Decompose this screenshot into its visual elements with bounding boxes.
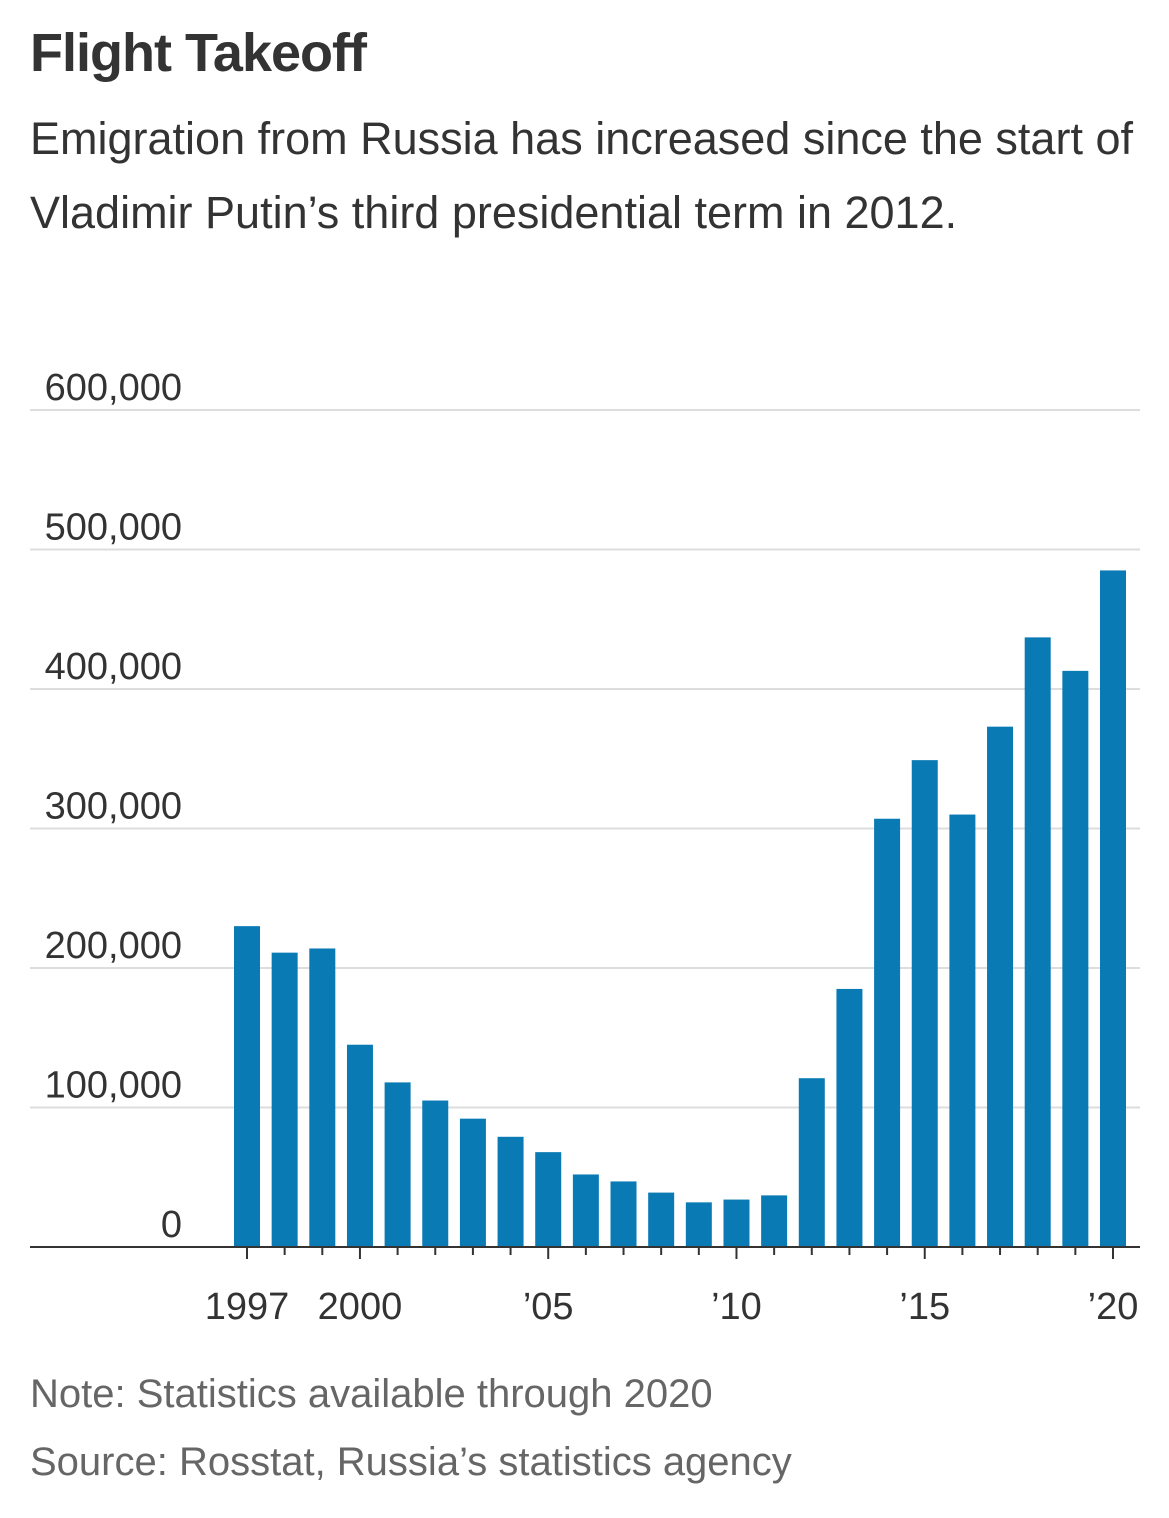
- bar: [384, 1082, 411, 1247]
- bar: [987, 726, 1014, 1247]
- bar: [346, 1044, 373, 1247]
- bar: [535, 1152, 562, 1247]
- y-tick-label: 400,000: [45, 646, 182, 688]
- bar: [497, 1136, 524, 1247]
- x-tick-label: 2000: [318, 1286, 403, 1328]
- bar: [761, 1195, 788, 1247]
- bar: [572, 1174, 599, 1247]
- y-tick-label: 0: [161, 1204, 182, 1246]
- bar: [271, 952, 298, 1247]
- bar: [949, 814, 976, 1247]
- x-tick-label: ’20: [1088, 1286, 1139, 1328]
- bar: [459, 1118, 486, 1247]
- bar: [911, 760, 938, 1247]
- bar: [610, 1181, 637, 1247]
- chart-title: Flight Takeoff: [30, 23, 367, 83]
- y-tick-label: 100,000: [45, 1065, 182, 1107]
- y-tick-label: 300,000: [45, 786, 182, 828]
- bar: [1024, 637, 1051, 1247]
- bar: [836, 988, 863, 1247]
- bar: [1100, 570, 1126, 1247]
- x-tick-label: 1997: [205, 1286, 290, 1328]
- bar: [798, 1078, 825, 1247]
- bar: [648, 1192, 675, 1247]
- bar: [1062, 670, 1089, 1247]
- bar: [874, 818, 901, 1247]
- y-tick-label: 600,000: [45, 367, 182, 409]
- x-tick-label: ’05: [523, 1286, 574, 1328]
- bar: [309, 948, 336, 1247]
- bar: [234, 926, 260, 1247]
- chart-subtitle: Emigration from Russia has increased sin…: [30, 113, 1133, 238]
- bar: [723, 1199, 750, 1247]
- x-tick-label: ’15: [899, 1286, 950, 1328]
- y-tick-label: 200,000: [45, 925, 182, 967]
- source: Source: Rosstat, Russia’s statistics age…: [30, 1440, 792, 1484]
- y-tick-label: 500,000: [45, 507, 182, 549]
- bar: [685, 1202, 712, 1247]
- x-tick-label: ’10: [711, 1286, 762, 1328]
- bar: [422, 1100, 449, 1247]
- note: Note: Statistics available through 2020: [30, 1372, 713, 1416]
